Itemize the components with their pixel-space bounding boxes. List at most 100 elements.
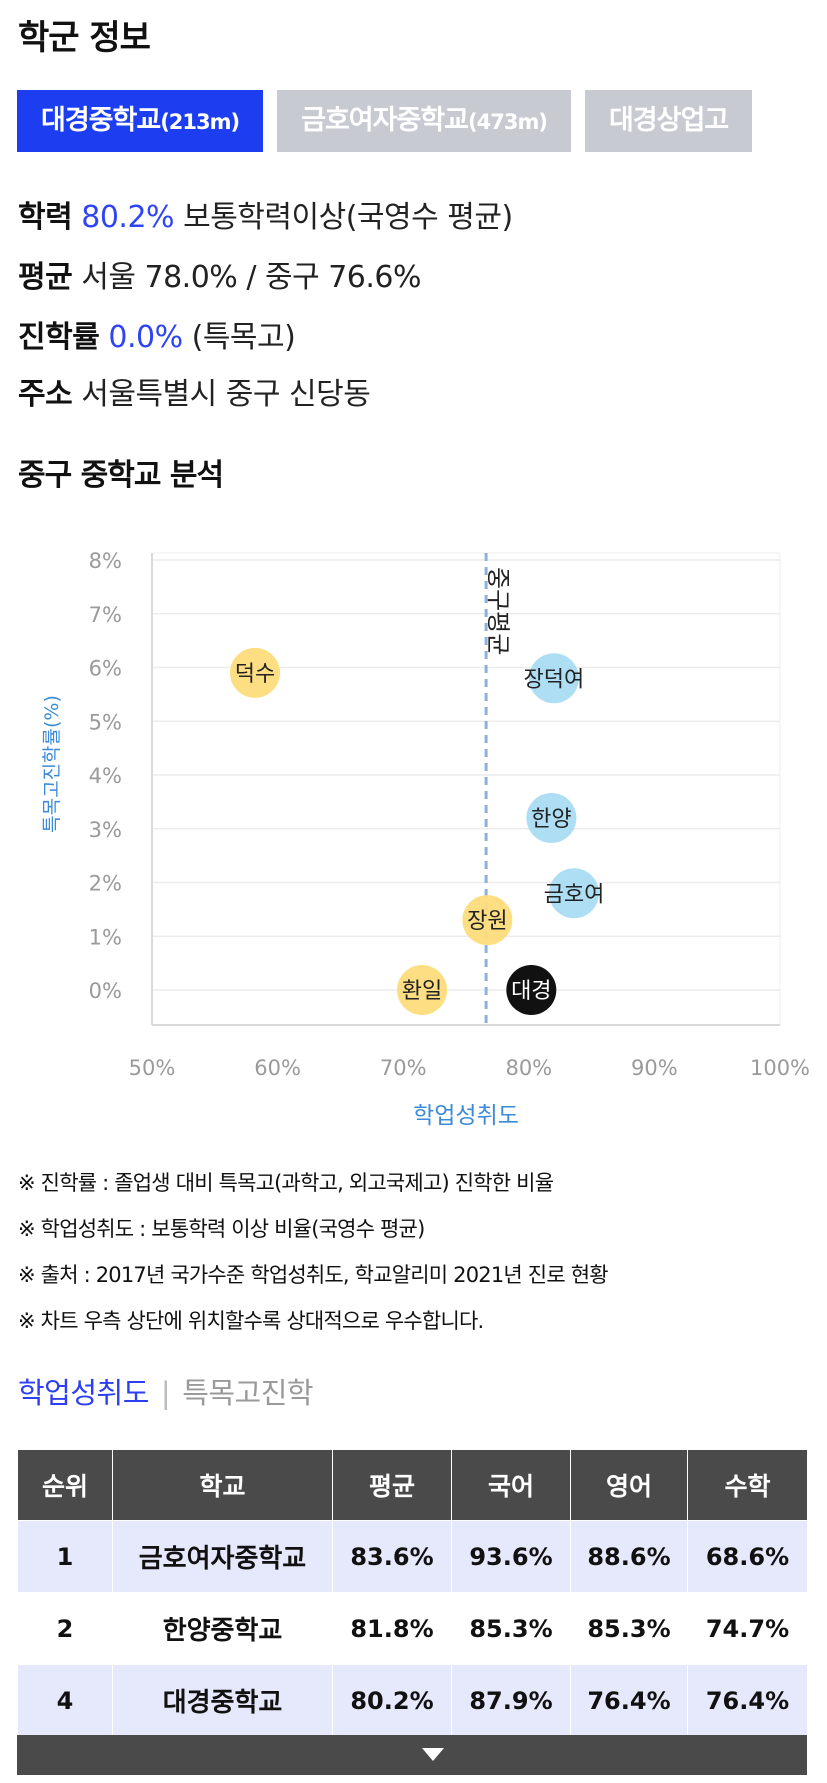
tab-school-distance: (473m) [468, 110, 548, 134]
show-more-button[interactable] [17, 1735, 807, 1775]
chart-notes: ※ 진학률 : 졸업생 대비 특목고(과학고, 외고국제고) 진학한 비율 ※ … [18, 1160, 609, 1344]
chart-point-label: 금호여 [544, 882, 605, 907]
tab-school-1[interactable]: 금호여자중학교(473m) [277, 90, 571, 152]
chart-point [229, 647, 280, 698]
cell-rank: 4 [17, 1664, 113, 1737]
x-tick-label: 80% [505, 1056, 552, 1080]
admission-value: 0.0% [108, 320, 183, 355]
y-tick-label: 5% [89, 710, 122, 734]
col-header-korean: 국어 [451, 1449, 571, 1521]
average-text: 서울 78.0% / 중구 76.6% [81, 260, 422, 295]
tab-school-distance: (213m) [160, 110, 240, 134]
ranking-table: 순위 학교 평균 국어 영어 수학 1 금호여자중학교 83.6% 93.6% … [17, 1449, 808, 1737]
y-tick-label: 7% [89, 603, 122, 627]
info-label: 진학률 [18, 320, 100, 355]
y-tick-label: 3% [89, 818, 122, 842]
chart-point-label: 장원 [467, 909, 507, 934]
table-row: 1 금호여자중학교 83.6% 93.6% 88.6% 68.6% [17, 1520, 808, 1593]
y-tick-label: 6% [89, 657, 122, 681]
note-item: ※ 진학률 : 졸업생 대비 특목고(과학고, 외고국제고) 진학한 비율 [18, 1171, 554, 1195]
cell-school: 대경중학교 [112, 1664, 333, 1737]
chart-point-label: 환일 [402, 979, 442, 1004]
tab-school-name: 금호여자중학교 [301, 105, 469, 136]
y-axis-title: 특목고진학률(%) [41, 695, 63, 833]
cell-school: 한양중학교 [112, 1592, 333, 1665]
cell-rank: 1 [17, 1520, 113, 1593]
plot-area [151, 552, 781, 1026]
chart-point [506, 965, 557, 1015]
ranking-subtabs: 학업성취도 | 특목고진학 [18, 1370, 314, 1412]
x-tick-label: 60% [254, 1056, 301, 1080]
info-label: 평균 [18, 260, 73, 295]
address-text: 서울특별시 중구 신당동 [81, 377, 371, 412]
reference-line-label: 중구평균 [484, 567, 512, 655]
col-header-average: 평균 [332, 1449, 452, 1521]
chart-axes: 0% 1% 2% 3% 4% 5% 6% 7% 8% 50% 60% 70% 80% 90% 100% [89, 549, 810, 1080]
chart-grid [151, 552, 781, 1026]
chart-point-label: 덕수 [235, 662, 275, 687]
cell-average: 80.2% [332, 1664, 452, 1737]
chart-point [462, 895, 513, 946]
y-tick-label: 2% [89, 872, 122, 896]
x-tick-label: 100% [750, 1056, 810, 1080]
table-row: 4 대경중학교 80.2% 87.9% 76.4% 76.4% [17, 1664, 808, 1737]
col-header-english: 영어 [570, 1449, 688, 1521]
x-axis-title: 학업성취도 [413, 1103, 519, 1129]
cell-school: 금호여자중학교 [112, 1520, 333, 1593]
chart-point-label: 한양 [531, 807, 571, 832]
achievement-value: 80.2% [81, 200, 175, 235]
cell-math: 76.4% [687, 1664, 808, 1737]
chart-point-label: 대경 [511, 979, 551, 1004]
cell-korean: 87.9% [451, 1664, 571, 1737]
cell-korean: 85.3% [451, 1592, 571, 1665]
cell-english: 88.6% [570, 1520, 688, 1593]
cell-math: 68.6% [687, 1520, 808, 1593]
table-header-row: 순위 학교 평균 국어 영어 수학 [17, 1449, 808, 1521]
col-header-math: 수학 [687, 1449, 808, 1521]
tab-school-0[interactable]: 대경중학교(213m) [17, 90, 264, 152]
chart-point [397, 965, 448, 1015]
subtab-admission[interactable]: 특목고진학 [182, 1376, 314, 1410]
cell-english: 85.3% [570, 1592, 688, 1665]
tab-school-2[interactable]: 대경상업고 [584, 90, 753, 152]
cell-average: 83.6% [332, 1520, 452, 1593]
note-item: ※ 차트 우측 상단에 위치할수록 상대적으로 우수합니다. [18, 1309, 484, 1333]
cell-average: 81.8% [332, 1592, 452, 1665]
tab-school-name: 대경중학교 [41, 105, 161, 136]
chart-point [549, 868, 600, 919]
cell-rank: 2 [17, 1592, 113, 1665]
x-tick-label: 50% [129, 1056, 176, 1080]
info-label: 학력 [18, 200, 73, 235]
col-header-school: 학교 [112, 1449, 333, 1521]
subtab-divider: | [160, 1376, 171, 1410]
info-address: 주소 서울특별시 중구 신당동 [18, 369, 371, 413]
chart-point [526, 793, 577, 843]
cell-korean: 93.6% [451, 1520, 571, 1593]
col-header-rank: 순위 [17, 1449, 113, 1521]
subtab-achievement[interactable]: 학업성취도 [18, 1376, 149, 1410]
achievement-suffix: 보통학력이상(국영수 평균) [183, 200, 513, 235]
admission-suffix: (특목고) [191, 320, 296, 355]
x-tick-label: 70% [380, 1056, 427, 1080]
scatter-chart: 0% 1% 2% 3% 4% 5% 6% 7% 8% 50% 60% 70% 80% 90% 100% 중구… [41, 549, 810, 1129]
page-title: 학군 정보 [18, 18, 151, 58]
chart-point-label: 장덕여 [524, 667, 585, 692]
school-tabs: 대경중학교(213m) 금호여자중학교(473m) 대경상업고 [17, 90, 807, 154]
note-item: ※ 학업성취도 : 보통학력 이상 비율(국영수 평균) [18, 1217, 425, 1241]
tab-school-name: 대경상업고 [608, 105, 729, 136]
y-tick-label: 1% [89, 925, 122, 949]
info-achievement: 학력 80.2% 보통학력이상(국영수 평균) [18, 192, 513, 236]
cell-math: 74.7% [687, 1592, 808, 1665]
cell-english: 76.4% [570, 1664, 688, 1737]
table-row: 2 한양중학교 81.8% 85.3% 85.3% 74.7% [17, 1592, 808, 1665]
y-tick-label: 4% [89, 764, 122, 788]
chart-reference-line: 중구평균 [484, 553, 512, 1025]
info-label: 주소 [18, 377, 73, 412]
y-tick-label: 8% [89, 549, 122, 573]
chart-point [528, 653, 579, 704]
chevron-down-icon [422, 1748, 444, 1761]
info-average: 평균 서울 78.0% / 중구 76.6% [18, 252, 422, 296]
info-admission: 진학률 0.0% (특목고) [18, 312, 296, 356]
y-tick-label: 0% [89, 979, 122, 1003]
